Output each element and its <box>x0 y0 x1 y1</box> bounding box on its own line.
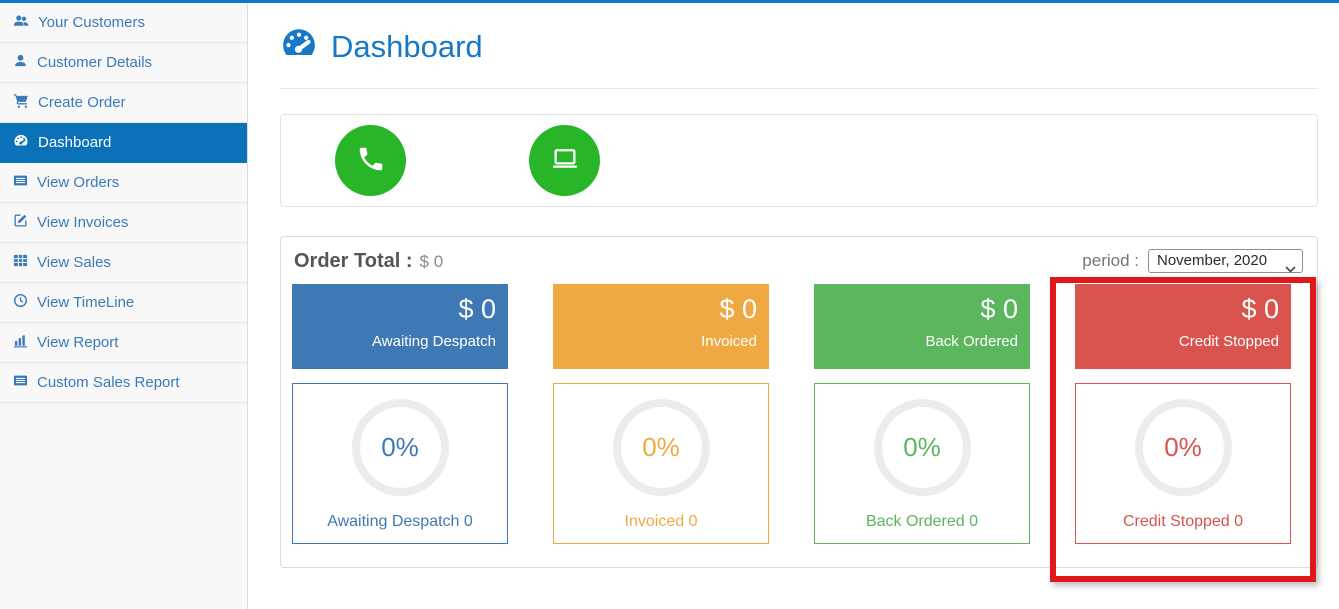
sidebar-item-label: View Sales <box>37 254 111 271</box>
sidebar-item-label: View Orders <box>37 174 120 191</box>
clock-icon <box>13 293 28 312</box>
quick-actions-card <box>280 114 1318 207</box>
stat-amount: $ 0 <box>458 294 496 324</box>
sidebar-item-label: View Report <box>37 334 119 351</box>
order-total-value: $ 0 <box>419 251 444 271</box>
top-accent-bar <box>0 0 1339 3</box>
progress-ring: 0% <box>612 399 710 496</box>
sidebar-item-label: Your Customers <box>38 14 145 31</box>
phone-icon <box>356 144 386 177</box>
user-icon <box>13 53 28 72</box>
page-title: Dashboard <box>280 27 1318 67</box>
progress-label: Credit Stopped 0 <box>1122 513 1244 530</box>
sidebar-item-view-timeline[interactable]: View TimeLine <box>0 283 247 323</box>
period-select[interactable]: November, 2020 <box>1148 249 1303 273</box>
progress-label: Invoiced 0 <box>624 513 698 530</box>
sidebar-item-label: Dashboard <box>38 134 112 151</box>
main-content: Dashboard Order Total : $ 0 <box>249 3 1339 609</box>
progress-ring: 0% <box>1134 399 1232 496</box>
sidebar: Your Customers Customer Details Create O… <box>0 3 248 609</box>
users-icon <box>13 13 29 32</box>
call-button[interactable] <box>335 125 406 196</box>
progress-label: Awaiting Despatch 0 <box>327 513 473 530</box>
progress-card-back-ordered: 0% Back Ordered 0 <box>814 383 1030 544</box>
period-control: period : November, 2020 <box>1082 249 1303 273</box>
progress-percent: 0% <box>903 432 941 462</box>
stat-label: Invoiced <box>701 332 757 350</box>
progress-card-awaiting-despatch: 0% Awaiting Despatch 0 <box>292 383 508 544</box>
sidebar-item-view-orders[interactable]: View Orders <box>0 163 247 203</box>
progress-ring: 0% <box>351 399 449 496</box>
stat-amount: $ 0 <box>719 294 757 324</box>
sidebar-item-your-customers[interactable]: Your Customers <box>0 3 247 43</box>
sidebar-item-view-sales[interactable]: View Sales <box>0 243 247 283</box>
sidebar-item-label: Create Order <box>38 94 126 111</box>
order-total-panel: Order Total : $ 0 period : November, 202… <box>280 236 1318 568</box>
sidebar-item-view-invoices[interactable]: View Invoices <box>0 203 247 243</box>
stat-card-back-ordered: $ 0 Back Ordered <box>814 284 1030 369</box>
header-divider <box>280 88 1318 89</box>
progress-label: Back Ordered 0 <box>865 513 979 530</box>
dashboard-icon <box>13 134 29 151</box>
bar-chart-icon <box>13 333 28 352</box>
progress-card-invoiced: 0% Invoiced 0 <box>553 383 769 544</box>
sidebar-item-create-order[interactable]: Create Order <box>0 83 247 123</box>
sidebar-item-label: View Invoices <box>37 214 129 231</box>
progress-ring: 0% <box>873 399 971 496</box>
stat-label: Awaiting Despatch <box>372 332 496 350</box>
progress-percent: 0% <box>1164 432 1202 462</box>
stat-card-invoiced: $ 0 Invoiced <box>553 284 769 369</box>
sidebar-item-customer-details[interactable]: Customer Details <box>0 43 247 83</box>
sidebar-item-label: Customer Details <box>37 54 153 71</box>
sidebar-item-custom-sales-report[interactable]: Custom Sales Report <box>0 363 247 403</box>
page-title-text: Dashboard <box>331 29 483 64</box>
edit-icon <box>13 213 28 232</box>
order-panel-header: Order Total : $ 0 period : November, 202… <box>292 246 1305 276</box>
sidebar-item-dashboard[interactable]: Dashboard <box>0 123 247 163</box>
stat-card-awaiting-despatch: $ 0 Awaiting Despatch <box>292 284 508 369</box>
progress-card-credit-stopped: 0% Credit Stopped 0 <box>1075 383 1291 544</box>
progress-percent: 0% <box>381 432 419 462</box>
laptop-icon <box>548 144 582 177</box>
sidebar-item-label: Custom Sales Report <box>37 374 180 391</box>
list-icon <box>13 173 28 192</box>
order-total-label: Order Total : <box>294 249 413 272</box>
period-select-wrap: November, 2020 <box>1148 249 1303 273</box>
stat-label: Back Ordered <box>925 332 1018 350</box>
stat-amount: $ 0 <box>980 294 1018 324</box>
sidebar-item-view-report[interactable]: View Report <box>0 323 247 363</box>
order-total: Order Total : $ 0 <box>294 250 443 273</box>
progress-cards-row: 0% Awaiting Despatch 0 0% Invoiced 0 0% … <box>292 383 1305 544</box>
stat-cards-row: $ 0 Awaiting Despatch $ 0 Invoiced $ 0 B… <box>292 284 1305 369</box>
stat-card-credit-stopped: $ 0 Credit Stopped <box>1075 284 1291 369</box>
period-label: period : <box>1082 251 1139 270</box>
cart-icon <box>13 93 29 112</box>
list-icon <box>13 373 28 392</box>
stat-amount: $ 0 <box>1241 294 1279 324</box>
online-order-button[interactable] <box>529 125 600 196</box>
dashboard-icon <box>280 27 318 67</box>
table-icon <box>13 253 28 272</box>
sidebar-item-label: View TimeLine <box>37 294 135 311</box>
stat-label: Credit Stopped <box>1178 332 1279 350</box>
progress-percent: 0% <box>642 432 680 462</box>
